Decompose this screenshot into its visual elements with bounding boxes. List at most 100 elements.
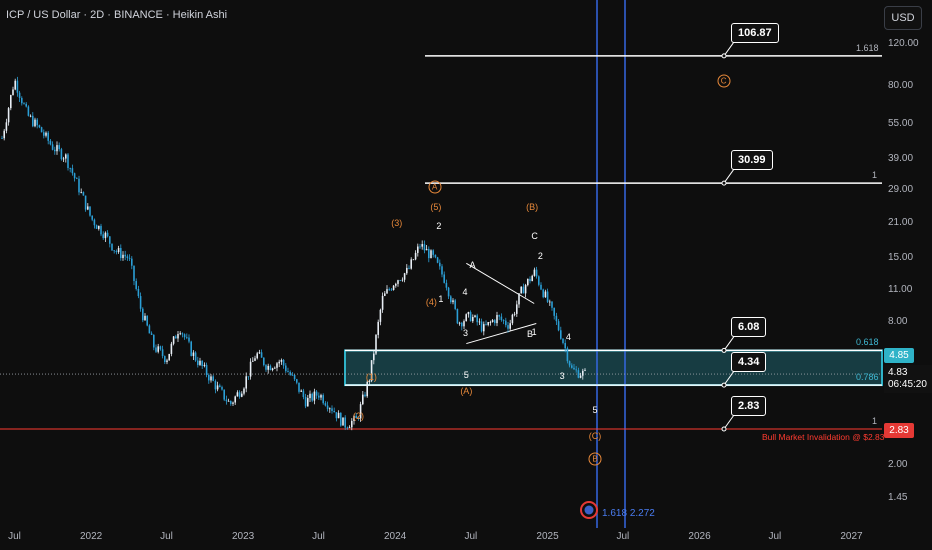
callout-connector-4 <box>723 414 735 430</box>
candle-body <box>533 269 536 276</box>
candle-body <box>430 250 432 259</box>
candle-body <box>7 108 10 123</box>
candle-body <box>84 195 87 210</box>
candle-body <box>384 293 386 296</box>
candle-body <box>434 254 437 258</box>
wave-label-7: 2 <box>436 220 442 231</box>
candle-body <box>366 381 368 397</box>
candle-body <box>377 321 379 335</box>
wave-label-4: (5) <box>430 202 442 213</box>
candle-body <box>256 353 258 359</box>
candle-body <box>62 158 65 160</box>
candle-body <box>348 427 351 429</box>
candle-body <box>390 289 393 291</box>
candle-body <box>23 103 25 105</box>
candle-body <box>535 269 538 277</box>
y-tick-0: 120.00 <box>888 38 919 49</box>
wave-label-8: 3 <box>462 328 468 339</box>
chart-title: ICP / US Dollar · 2D · BINANCE · Heikin … <box>6 9 228 21</box>
candle-body <box>353 415 355 421</box>
candle-body <box>562 338 564 344</box>
callout-connector-0 <box>723 41 735 57</box>
candle-body <box>18 92 21 98</box>
level-callout-3[interactable]: 4.34 <box>731 352 767 373</box>
candle-body <box>47 132 49 141</box>
candle-body <box>60 149 63 160</box>
wave-label-6: 1 <box>438 294 444 305</box>
level-callout-4[interactable]: 2.83 <box>731 396 767 416</box>
currency-button[interactable]: USD <box>884 6 922 30</box>
candle-body <box>186 337 188 339</box>
candle-body <box>575 369 577 371</box>
wave-label-17: 2 <box>537 250 543 261</box>
candle-body <box>560 330 562 339</box>
x-tick-10: Jul <box>768 531 782 542</box>
candle-body <box>258 352 261 354</box>
wave-label-9: 4 <box>462 287 468 298</box>
level-callout-0[interactable]: 106.87 <box>731 22 779 43</box>
candle-body <box>27 106 30 116</box>
candle-body <box>170 343 173 354</box>
candle-body <box>467 312 470 315</box>
candle-body <box>216 385 219 390</box>
candle-body <box>566 348 569 362</box>
wave-label-15: (B) <box>526 202 539 213</box>
candle-body <box>293 374 296 380</box>
candle-body <box>230 400 232 404</box>
candle-body <box>10 95 12 109</box>
candle-body <box>142 308 144 321</box>
candle-body <box>71 168 74 174</box>
candle-body <box>102 234 104 239</box>
candle-body <box>401 279 404 281</box>
candle-body <box>280 359 283 362</box>
candle-body <box>445 282 448 288</box>
candle-body <box>203 364 206 367</box>
candle-body <box>450 296 452 303</box>
fib-extension-note: 1.618 2.272 <box>602 508 655 519</box>
candle-body <box>164 356 166 363</box>
y-tick-13: 1.45 <box>888 491 908 503</box>
candle-body <box>496 315 498 324</box>
candle-body <box>463 321 465 327</box>
level-callout-1[interactable]: 30.99 <box>731 150 773 171</box>
candle-body <box>133 265 135 282</box>
candle-body <box>104 232 107 239</box>
candle-body <box>359 404 362 419</box>
candle-body <box>161 349 164 357</box>
candle-body <box>34 119 36 127</box>
candle-body <box>516 304 518 314</box>
level-callout-2[interactable]: 6.08 <box>731 317 767 338</box>
candle-body <box>49 140 52 145</box>
candle-body <box>487 322 489 325</box>
candle-body <box>408 267 410 269</box>
candle-body <box>172 336 175 344</box>
candle-body <box>282 359 285 366</box>
candle-body <box>260 352 263 358</box>
wave-label-21: (C) <box>588 430 602 441</box>
invalidation-price-tag: 2.83 <box>884 423 914 438</box>
candle-body <box>115 251 118 253</box>
candle-body <box>126 256 129 258</box>
candle-body <box>212 376 214 381</box>
callout-connector-2 <box>723 336 735 351</box>
candle-body <box>95 225 98 229</box>
triangle-upper-line <box>466 262 535 304</box>
bar-countdown: 06:45:20 <box>888 379 927 390</box>
candle-body <box>362 394 364 405</box>
candle-body <box>287 371 289 373</box>
candle-body <box>304 397 307 407</box>
candle-body <box>326 405 329 409</box>
candle-body <box>271 368 274 371</box>
candle-body <box>32 115 34 127</box>
candle-body <box>221 387 223 390</box>
candle-body <box>355 415 357 419</box>
candle-body <box>509 323 511 329</box>
candle-body <box>474 315 476 318</box>
candle-body <box>494 320 496 324</box>
candle-body <box>469 312 472 322</box>
candle-body <box>456 308 459 324</box>
candle-body <box>368 380 371 382</box>
y-tick-4: 29.00 <box>888 183 914 195</box>
x-tick-8: Jul <box>616 531 630 542</box>
